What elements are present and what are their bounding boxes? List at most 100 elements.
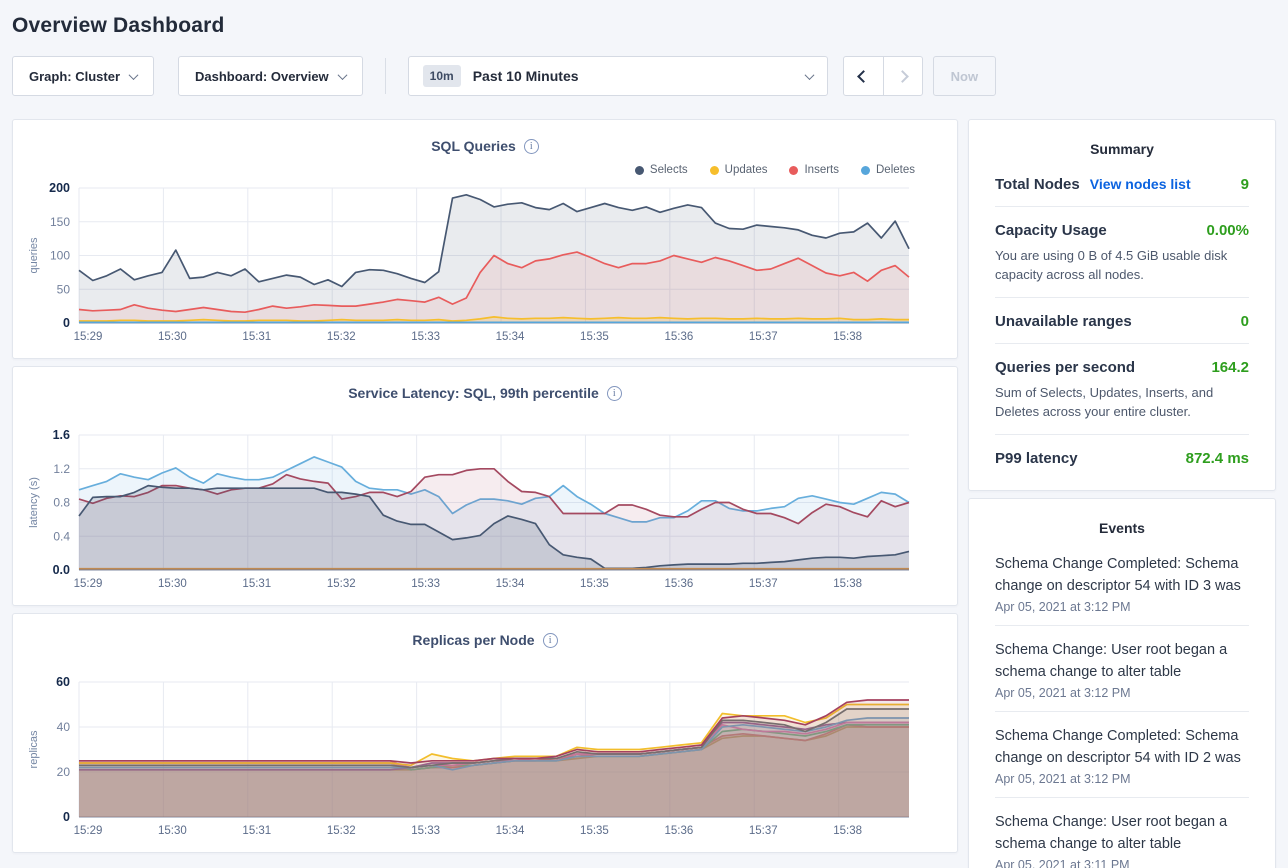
legend-item-selects: Selects bbox=[634, 164, 688, 176]
time-window-badge: 10m bbox=[422, 65, 461, 87]
svg-text:15:33: 15:33 bbox=[411, 331, 440, 343]
summary-label: Total Nodes bbox=[995, 176, 1080, 193]
legend-dot-icon bbox=[789, 165, 799, 175]
event-text: Schema Change: User root began a schema … bbox=[995, 814, 1228, 852]
charts-column: SQL Queries i Selects Updates Inserts Delet… bbox=[12, 119, 958, 853]
legend-item-deletes: Deletes bbox=[861, 164, 915, 176]
svg-text:0.8: 0.8 bbox=[53, 496, 70, 510]
event-item: Schema Change Completed: Schema change o… bbox=[995, 712, 1249, 798]
svg-text:15:30: 15:30 bbox=[158, 825, 187, 837]
chevron-down-icon bbox=[128, 69, 139, 80]
svg-text:40: 40 bbox=[57, 720, 71, 734]
service-latency-chart[interactable]: 15:29 15:30 15:31 15:32 15:33 15:34 15:35 15:36… bbox=[13, 417, 957, 605]
svg-text:latency (s): latency (s) bbox=[28, 477, 40, 528]
time-next-button[interactable] bbox=[882, 57, 922, 95]
svg-text:queries: queries bbox=[28, 237, 40, 274]
legend-dot-icon bbox=[709, 165, 719, 175]
svg-text:15:29: 15:29 bbox=[74, 825, 103, 837]
svg-text:15:38: 15:38 bbox=[833, 331, 862, 343]
summary-rows: Total Nodes View nodes list 9 Capacity Usag… bbox=[995, 161, 1249, 480]
svg-text:15:38: 15:38 bbox=[833, 578, 862, 590]
event-timestamp: Apr 05, 2021 at 3:11 PM bbox=[995, 858, 1130, 868]
svg-text:15:31: 15:31 bbox=[242, 825, 271, 837]
svg-text:0: 0 bbox=[63, 316, 70, 330]
summary-panel: Summary Total Nodes View nodes list 9 Capac… bbox=[968, 119, 1276, 491]
view-nodes-list-link[interactable]: View nodes list bbox=[1089, 176, 1191, 192]
svg-text:15:29: 15:29 bbox=[74, 331, 103, 343]
svg-text:1.6: 1.6 bbox=[53, 428, 70, 442]
svg-text:15:33: 15:33 bbox=[411, 825, 440, 837]
legend-label: Deletes bbox=[876, 164, 915, 176]
summary-label: Capacity Usage bbox=[995, 222, 1107, 239]
dashboard-selector-label: Dashboard: Overview bbox=[195, 68, 329, 84]
event-text: Schema Change: User root began a schema … bbox=[995, 642, 1228, 680]
chart-panel-service-latency: Service Latency: SQL, 99th percentile i … bbox=[12, 366, 958, 606]
svg-text:20: 20 bbox=[57, 765, 71, 779]
svg-text:60: 60 bbox=[56, 675, 70, 689]
time-range-dropdown[interactable]: 10m Past 10 Minutes bbox=[407, 56, 828, 96]
graph-selector-label: Graph: Cluster bbox=[29, 68, 121, 84]
event-item: Schema Change: User root began a schema … bbox=[995, 798, 1249, 868]
legend-label: Inserts bbox=[804, 164, 839, 176]
chevron-right-icon bbox=[896, 69, 910, 83]
chart-legend: Selects Updates Inserts Deletes bbox=[634, 164, 915, 176]
svg-text:15:32: 15:32 bbox=[327, 825, 356, 837]
event-text: Schema Change Completed: Schema change o… bbox=[995, 556, 1241, 594]
replicas-per-node-chart[interactable]: 15:29 15:30 15:31 15:32 15:33 15:34 15:35 15:36… bbox=[13, 664, 957, 852]
svg-text:15:36: 15:36 bbox=[664, 825, 693, 837]
svg-text:1.2: 1.2 bbox=[53, 462, 70, 476]
summary-value: 0 bbox=[1240, 313, 1249, 330]
chevron-down-icon bbox=[337, 69, 348, 80]
summary-row: P99 latency 872.4 ms bbox=[995, 435, 1249, 480]
chevron-down-icon bbox=[804, 69, 815, 80]
page-header: Overview Dashboard bbox=[0, 0, 1288, 48]
summary-row: Total Nodes View nodes list 9 bbox=[995, 161, 1249, 207]
legend-dot-icon bbox=[634, 165, 644, 175]
svg-text:15:32: 15:32 bbox=[327, 578, 356, 590]
event-timestamp: Apr 05, 2021 at 3:12 PM bbox=[995, 772, 1131, 786]
dashboard-selector-dropdown[interactable]: Dashboard: Overview bbox=[178, 56, 363, 96]
graph-selector-dropdown[interactable]: Graph: Cluster bbox=[12, 56, 155, 96]
sql-queries-chart[interactable]: 15:29 15:30 15:31 15:32 15:33 15:34 15:35 15:36… bbox=[13, 170, 957, 358]
svg-text:50: 50 bbox=[57, 282, 71, 296]
svg-text:15:32: 15:32 bbox=[327, 331, 356, 343]
svg-text:15:30: 15:30 bbox=[158, 331, 187, 343]
summary-row: Capacity Usage 0.00% You are using 0 B of … bbox=[995, 207, 1249, 298]
legend-item-inserts: Inserts bbox=[789, 164, 839, 176]
svg-text:15:37: 15:37 bbox=[749, 578, 778, 590]
events-panel: Events Schema Change Completed: Schema c… bbox=[968, 498, 1276, 868]
page-title: Overview Dashboard bbox=[12, 14, 225, 37]
summary-label: Queries per second bbox=[995, 359, 1136, 376]
chart-header: Service Latency: SQL, 99th percentile i bbox=[13, 383, 957, 403]
info-icon[interactable]: i bbox=[523, 138, 539, 154]
svg-text:15:31: 15:31 bbox=[242, 331, 271, 343]
event-timestamp: Apr 05, 2021 at 3:12 PM bbox=[995, 686, 1131, 700]
toolbar-divider bbox=[384, 58, 386, 94]
svg-text:15:35: 15:35 bbox=[580, 825, 609, 837]
chart-panel-replicas-per-node: Replicas per Node i 15:29 15:30 15:31 15:32… bbox=[12, 613, 958, 853]
svg-text:15:37: 15:37 bbox=[749, 331, 778, 343]
svg-text:0.0: 0.0 bbox=[53, 563, 70, 577]
svg-text:0.4: 0.4 bbox=[53, 529, 70, 543]
event-timestamp: Apr 05, 2021 at 3:12 PM bbox=[995, 600, 1131, 614]
chevron-left-icon bbox=[856, 69, 870, 83]
info-icon[interactable]: i bbox=[606, 385, 622, 401]
chart-title: Replicas per Node bbox=[412, 632, 535, 648]
svg-text:15:31: 15:31 bbox=[242, 578, 271, 590]
summary-row: Queries per second 164.2 Sum of Selects, U… bbox=[995, 344, 1249, 435]
summary-caption: You are using 0 B of 4.5 GiB usable disk… bbox=[995, 248, 1228, 282]
now-button[interactable]: Now bbox=[932, 56, 997, 96]
svg-text:15:36: 15:36 bbox=[664, 578, 693, 590]
svg-text:15:34: 15:34 bbox=[496, 331, 525, 343]
svg-text:150: 150 bbox=[50, 215, 70, 229]
events-title: Events bbox=[1099, 520, 1145, 536]
summary-caption: Sum of Selects, Updates, Inserts, and De… bbox=[995, 385, 1214, 419]
legend-dot-icon bbox=[861, 165, 870, 175]
summary-row: Unavailable ranges 0 bbox=[995, 298, 1249, 344]
info-icon[interactable]: i bbox=[542, 632, 558, 648]
svg-text:15:30: 15:30 bbox=[158, 578, 187, 590]
time-prev-button[interactable] bbox=[844, 57, 883, 95]
summary-label: P99 latency bbox=[995, 450, 1078, 467]
svg-text:15:34: 15:34 bbox=[496, 825, 525, 837]
summary-value: 164.2 bbox=[1211, 359, 1249, 376]
